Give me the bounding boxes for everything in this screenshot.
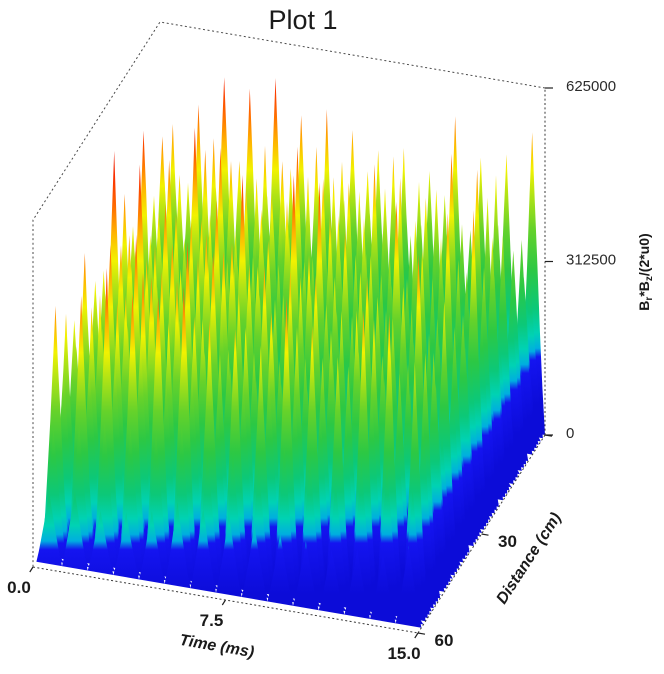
x-tick bbox=[29, 566, 34, 573]
y-tick bbox=[417, 632, 426, 635]
z-label-text: B bbox=[636, 301, 652, 311]
z-label-text: /(2*u0) bbox=[636, 233, 652, 276]
distance-axis-label: Distance (cm) bbox=[494, 510, 565, 607]
z-tick-label: 0 bbox=[566, 425, 574, 442]
z-tick-label: 625000 bbox=[566, 78, 616, 95]
z-label-text: *B bbox=[636, 281, 652, 297]
y-tick-label: 60 bbox=[435, 631, 454, 650]
x-tick bbox=[221, 599, 227, 606]
x-tick bbox=[414, 632, 419, 639]
z-label-subscript: r bbox=[644, 297, 655, 301]
x-tick-label: 7.5 bbox=[200, 611, 224, 630]
y-tick-label: 30 bbox=[498, 532, 517, 551]
z-label-subscript: z bbox=[644, 276, 655, 281]
time-axis-label: Time (ms) bbox=[178, 632, 255, 661]
x-tick-label: 15.0 bbox=[387, 644, 420, 663]
surface-ribbon bbox=[36, 491, 422, 628]
plot-title: Plot 1 bbox=[268, 5, 338, 35]
y-tick bbox=[481, 533, 489, 536]
surface-ribbons bbox=[36, 77, 545, 628]
z-axis-label: Br*Bz/(2*u0) bbox=[636, 233, 655, 310]
x-tick-label: 0.0 bbox=[7, 578, 31, 597]
z-tick-label: 312500 bbox=[566, 252, 616, 269]
